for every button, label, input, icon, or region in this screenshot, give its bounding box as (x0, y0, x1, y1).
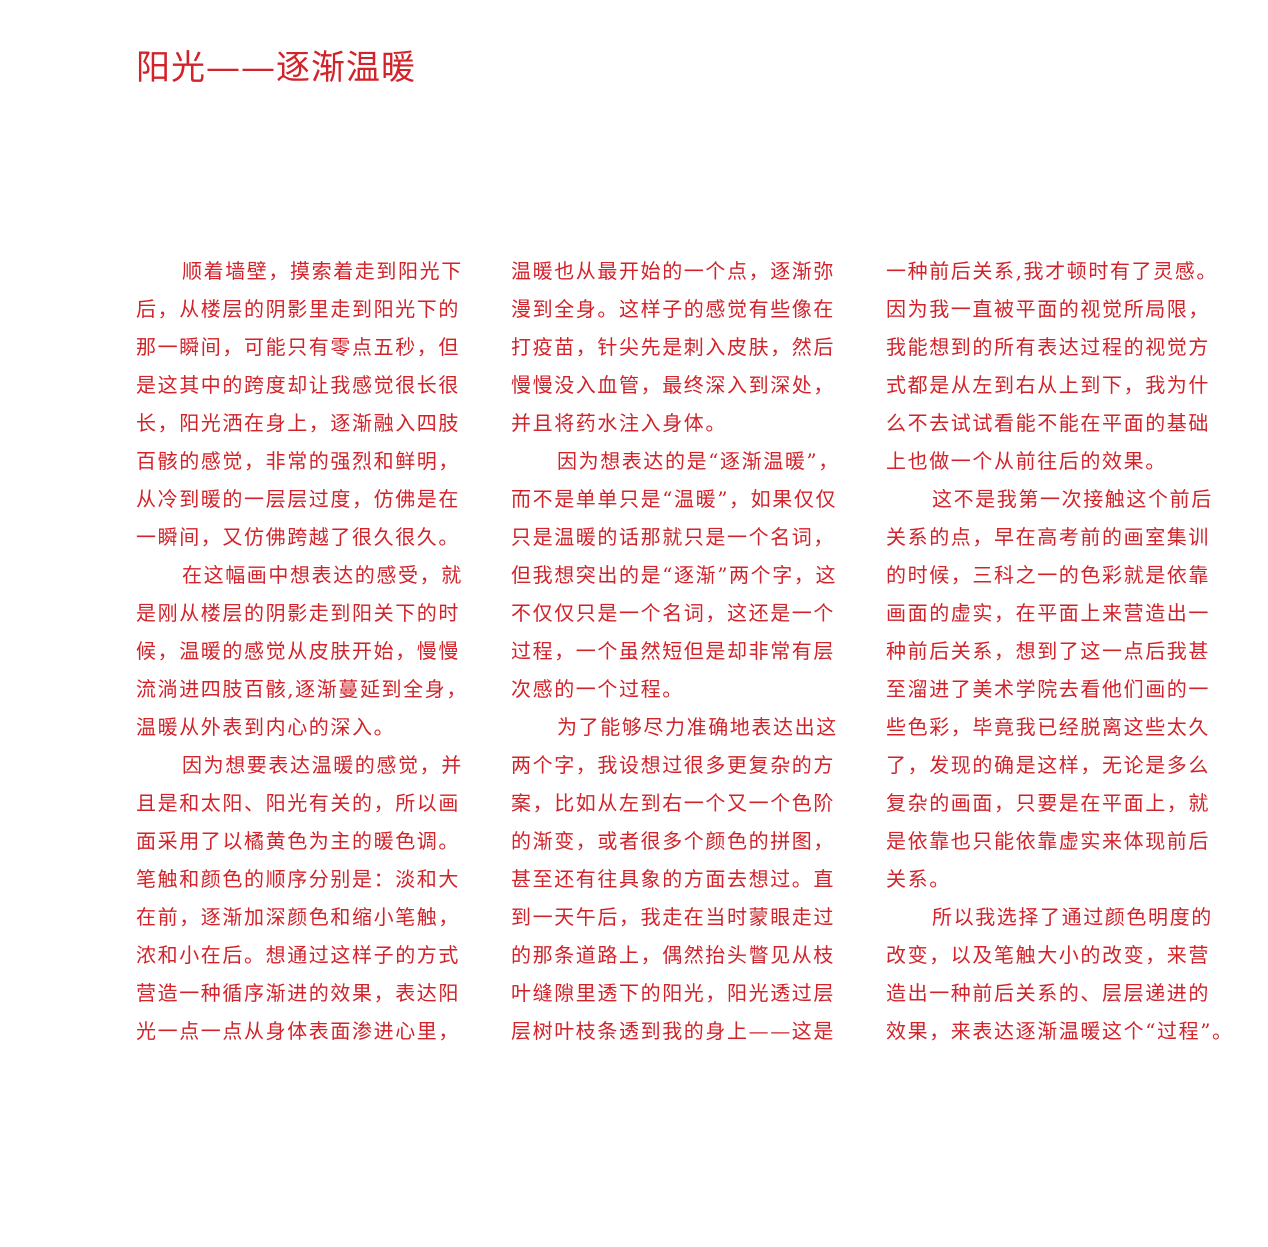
text-line: 了，发现的确是这样，无论是多么 (886, 753, 1210, 777)
text-line: 上也做一个从前往后的效果。 (886, 449, 1167, 473)
text-line: 并且将药水注入身体。 (511, 411, 727, 435)
text-line: 一种前后关系,我才顿时有了灵感。 (886, 259, 1218, 283)
text-line: 温暖也从最开始的一个点，逐渐弥 (511, 259, 835, 283)
text-line: 一瞬间，又仿佛跨越了很久很久。 (136, 525, 460, 549)
text-line: 些色彩，毕竟我已经脱离这些太久 (886, 715, 1210, 739)
text-line: 温暖从外表到内心的深入。 (136, 715, 396, 739)
text-line: 次感的一个过程。 (511, 677, 684, 701)
text-line: 且是和太阳、阳光有关的，所以画 (136, 791, 460, 815)
text-line: 种前后关系，想到了这一点后我甚 (886, 639, 1210, 663)
text-line: 效果，来表达逐渐温暖这个“过程”。 (886, 1019, 1234, 1043)
text-line: 的渐变，或者很多个颜色的拼图， (511, 829, 835, 853)
text-line: 的那条道路上，偶然抬头瞥见从枝 (511, 943, 835, 967)
text-line: 长，阳光洒在身上，逐渐融入四肢 (136, 411, 460, 435)
text-line: 画面的虚实，在平面上来营造出一 (886, 601, 1210, 625)
text-line: 顺着墙壁，摸索着走到阳光下 (182, 259, 463, 283)
text-line: 那一瞬间，可能只有零点五秒，但 (136, 335, 460, 359)
text-line: 因为想要表达温暖的感觉，并 (182, 753, 463, 777)
text-line: 关系的点，早在高考前的画室集训 (886, 525, 1210, 549)
text-line: 是依靠也只能依靠虚实来体现前后 (886, 829, 1210, 853)
text-line: 浓和小在后。想通过这样子的方式 (136, 943, 460, 967)
text-line: 所以我选择了通过颜色明度的 (932, 905, 1213, 929)
text-line: 到一天午后，我走在当时蒙眼走过 (511, 905, 835, 929)
text-line: 是刚从楼层的阴影走到阳关下的时 (136, 601, 460, 625)
text-line: 两个字，我设想过很多更复杂的方 (511, 753, 835, 777)
text-line: 至溜进了美术学院去看他们画的一 (886, 677, 1210, 701)
text-line: 只是温暖的话那就只是一个名词， (511, 525, 835, 549)
text-line: 甚至还有往具象的方面去想过。直 (511, 867, 835, 891)
text-line: 慢慢没入血管，最终深入到深处， (511, 373, 835, 397)
text-line: 而不是单单只是“温暖”，如果仅仅 (511, 487, 838, 511)
text-line: 候，温暖的感觉从皮肤开始，慢慢 (136, 639, 460, 663)
text-line: 式都是从左到右从上到下，我为什 (886, 373, 1210, 397)
text-line: 案，比如从左到右一个又一个色阶 (511, 791, 835, 815)
text-line: 在这幅画中想表达的感受，就 (182, 563, 463, 587)
text-line: 营造一种循序渐进的效果，表达阳 (136, 981, 460, 1005)
text-line: 漫到全身。这样子的感觉有些像在 (511, 297, 835, 321)
text-column-2: 温暖也从最开始的一个点，逐渐弥 漫到全身。这样子的感觉有些像在 打疫苗，针尖先是刺入… (511, 252, 861, 1050)
text-line: 我能想到的所有表达过程的视觉方 (886, 335, 1210, 359)
text-line: 是这其中的跨度却让我感觉很长很 (136, 373, 460, 397)
text-line: 不仅仅只是一个名词，这还是一个 (511, 601, 835, 625)
text-line: 面采用了以橘黄色为主的暖色调。 (136, 829, 460, 853)
text-column-3: 一种前后关系,我才顿时有了灵感。 因为我一直被平面的视觉所局限， 我能想到的所有表达… (886, 252, 1238, 1050)
text-line: 流淌进四肢百骸,逐渐蔓延到全身， (136, 677, 468, 701)
text-line: 在前，逐渐加深颜色和缩小笔触， (136, 905, 460, 929)
text-line: 的时候，三科之一的色彩就是依靠 (886, 563, 1210, 587)
text-line: 么不去试试看能不能在平面的基础 (886, 411, 1210, 435)
text-line: 因为想表达的是“逐渐温暖”， (557, 449, 840, 473)
text-line: 后，从楼层的阴影里走到阳光下的 (136, 297, 460, 321)
text-line: 改变，以及笔触大小的改变，来营 (886, 943, 1210, 967)
text-line: 为了能够尽力准确地表达出这 (557, 715, 838, 739)
text-line: 打疫苗，针尖先是刺入皮肤，然后 (511, 335, 835, 359)
text-line: 这不是我第一次接触这个前后 (932, 487, 1213, 511)
text-line: 造出一种前后关系的、层层递进的 (886, 981, 1210, 1005)
page-title: 阳光——逐渐温暖 (136, 48, 416, 88)
text-line: 层树叶枝条透到我的身上——这是 (511, 1019, 835, 1043)
text-column-1: 顺着墙壁，摸索着走到阳光下后，从楼层的阴影里走到阳光下的 那一瞬间，可能只有零点五… (136, 252, 486, 1050)
text-line: 复杂的画面，只要是在平面上，就 (886, 791, 1210, 815)
text-line: 光一点一点从身体表面渗进心里， (136, 1019, 460, 1043)
text-line: 从冷到暖的一层层过度，仿佛是在 (136, 487, 460, 511)
text-line: 百骸的感觉，非常的强烈和鲜明， (136, 449, 460, 473)
text-line: 但我想突出的是“逐渐”两个字，这 (511, 563, 838, 587)
text-line: 因为我一直被平面的视觉所局限， (886, 297, 1210, 321)
text-line: 叶缝隙里透下的阳光，阳光透过层 (511, 981, 835, 1005)
text-line: 笔触和颜色的顺序分别是：淡和大 (136, 867, 460, 891)
text-line: 关系。 (886, 867, 951, 891)
text-line: 过程，一个虽然短但是却非常有层 (511, 639, 835, 663)
